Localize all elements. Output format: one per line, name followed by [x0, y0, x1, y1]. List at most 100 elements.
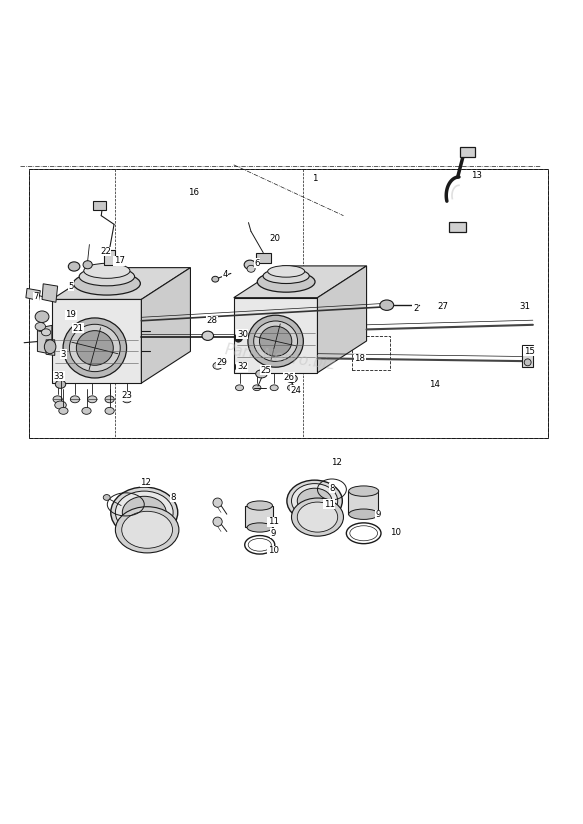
Bar [347, 491, 378, 514]
Bar [104, 250, 114, 265]
Ellipse shape [297, 502, 338, 532]
Ellipse shape [87, 396, 97, 403]
Ellipse shape [71, 396, 79, 403]
Circle shape [213, 517, 222, 527]
Ellipse shape [259, 326, 292, 356]
Ellipse shape [44, 339, 56, 353]
Bar [522, 345, 533, 367]
Ellipse shape [244, 260, 256, 269]
Ellipse shape [292, 498, 343, 536]
Text: 22: 22 [100, 247, 111, 256]
Text: 13: 13 [471, 171, 482, 180]
Polygon shape [234, 297, 318, 372]
Ellipse shape [286, 374, 297, 382]
Circle shape [524, 359, 531, 366]
Ellipse shape [202, 331, 213, 340]
Polygon shape [42, 283, 58, 302]
Text: 9: 9 [271, 529, 276, 538]
Text: 1: 1 [312, 174, 317, 183]
Polygon shape [318, 266, 367, 372]
Ellipse shape [122, 496, 166, 529]
Ellipse shape [63, 318, 127, 378]
Ellipse shape [111, 487, 178, 538]
Ellipse shape [83, 260, 92, 269]
Ellipse shape [247, 501, 272, 510]
Ellipse shape [213, 363, 222, 369]
Ellipse shape [55, 401, 66, 409]
Ellipse shape [270, 385, 278, 391]
Ellipse shape [122, 512, 173, 548]
Ellipse shape [248, 316, 303, 368]
Text: 26: 26 [283, 372, 294, 382]
Text: 29: 29 [217, 358, 227, 368]
Polygon shape [141, 268, 191, 383]
Ellipse shape [82, 407, 91, 414]
Ellipse shape [297, 489, 332, 513]
Text: 32: 32 [237, 363, 248, 372]
Text: 10: 10 [390, 527, 401, 536]
Ellipse shape [103, 494, 110, 500]
Ellipse shape [73, 272, 141, 295]
Bar [245, 506, 273, 527]
Bar [93, 201, 106, 210]
Text: 11: 11 [268, 517, 279, 527]
Polygon shape [52, 299, 141, 383]
Text: 12: 12 [331, 458, 342, 467]
Text: 25: 25 [260, 366, 271, 375]
Ellipse shape [68, 262, 80, 271]
Ellipse shape [53, 396, 62, 403]
Ellipse shape [212, 276, 219, 282]
Ellipse shape [292, 484, 338, 518]
Bar [352, 336, 389, 370]
Text: 14: 14 [429, 380, 440, 389]
Ellipse shape [76, 330, 113, 365]
Ellipse shape [254, 321, 297, 362]
Ellipse shape [236, 385, 244, 391]
Text: 23: 23 [121, 391, 132, 400]
Ellipse shape [349, 509, 379, 519]
Bar [257, 253, 271, 263]
Ellipse shape [115, 507, 179, 553]
Polygon shape [46, 339, 55, 355]
Ellipse shape [35, 322, 45, 330]
Text: 8: 8 [329, 484, 335, 493]
Ellipse shape [122, 396, 132, 403]
Text: 6: 6 [254, 259, 259, 268]
Text: 19: 19 [65, 311, 76, 320]
Polygon shape [26, 288, 40, 301]
Ellipse shape [69, 325, 120, 372]
Text: 12: 12 [141, 478, 152, 487]
Ellipse shape [59, 407, 68, 414]
Text: 30: 30 [237, 330, 248, 339]
Text: 33: 33 [54, 372, 65, 381]
Ellipse shape [105, 396, 114, 403]
Text: 2: 2 [413, 303, 419, 312]
Polygon shape [234, 266, 367, 297]
Ellipse shape [253, 385, 261, 391]
Circle shape [213, 498, 222, 508]
Ellipse shape [79, 267, 135, 286]
Text: 7: 7 [33, 292, 39, 301]
Bar [460, 147, 475, 157]
Ellipse shape [105, 407, 114, 414]
Ellipse shape [115, 491, 173, 534]
Ellipse shape [263, 269, 309, 283]
Text: 24: 24 [290, 386, 301, 395]
Ellipse shape [349, 486, 379, 496]
Text: 17: 17 [114, 256, 125, 265]
Ellipse shape [257, 271, 315, 293]
Ellipse shape [247, 523, 272, 532]
Ellipse shape [247, 265, 255, 272]
Ellipse shape [55, 380, 66, 388]
Polygon shape [52, 268, 191, 299]
Text: 16: 16 [188, 188, 199, 197]
Circle shape [524, 348, 531, 354]
Bar [29, 170, 549, 438]
Text: 11: 11 [324, 500, 335, 509]
Text: 4: 4 [222, 270, 228, 279]
Text: PartsNepro.biz: PartsNepro.biz [224, 342, 336, 372]
Circle shape [234, 334, 243, 342]
Bar [448, 222, 466, 232]
Ellipse shape [287, 385, 296, 391]
Polygon shape [37, 325, 52, 354]
